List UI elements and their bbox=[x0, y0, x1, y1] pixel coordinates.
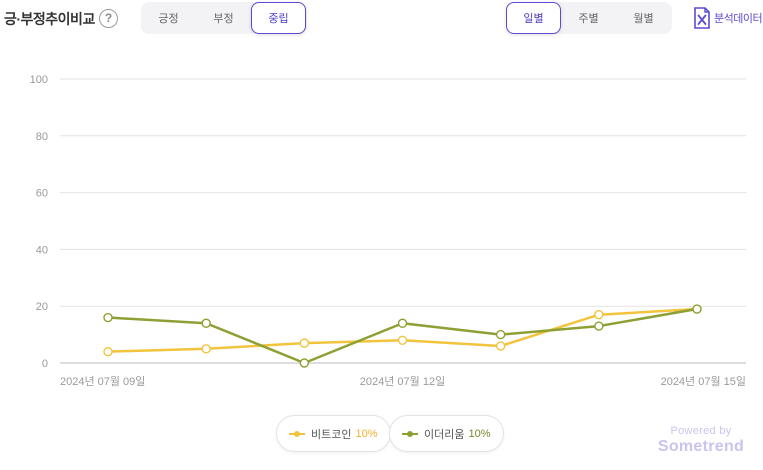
legend-label: 비트코인 bbox=[311, 428, 352, 441]
y-tick-label: 0 bbox=[42, 358, 48, 370]
sentiment-tabs: 긍정 부정 중립 bbox=[141, 2, 307, 34]
powered-by-text: Powered by bbox=[670, 425, 732, 437]
y-tick-label: 80 bbox=[36, 131, 48, 143]
legend-marker-ethereum bbox=[402, 430, 418, 437]
x-tick-label: 2024년 07월 15일 bbox=[661, 374, 746, 388]
legend-item-bitcoin[interactable]: 비트코인 10% bbox=[276, 415, 391, 452]
tab-negative[interactable]: 부정 bbox=[213, 13, 234, 25]
x-tick-label: 2024년 07월 09일 bbox=[60, 374, 145, 388]
legend-label: 이더리움 bbox=[424, 428, 465, 441]
legend-share: 10% bbox=[355, 427, 378, 440]
data-point-1-6 bbox=[692, 304, 702, 314]
data-point-1-4 bbox=[495, 329, 506, 340]
legend-marker-bitcoin bbox=[289, 430, 305, 437]
tab-daily[interactable]: 일별 bbox=[506, 2, 561, 34]
data-point-0-5 bbox=[594, 310, 604, 320]
legend-item-ethereum[interactable]: 이더리움 10% bbox=[389, 415, 504, 452]
data-point-1-1 bbox=[201, 318, 211, 328]
export-data-label: 분석데이터 bbox=[714, 13, 763, 25]
y-tick-label: 40 bbox=[36, 244, 48, 256]
period-tabs: 일별 주별 월별 bbox=[506, 2, 672, 34]
x-tick-label: 2024년 07월 12일 bbox=[360, 374, 445, 388]
tab-weekly[interactable]: 주별 bbox=[578, 13, 599, 25]
export-data-button[interactable]: 분석데이터 bbox=[693, 7, 763, 29]
excel-icon bbox=[694, 7, 710, 29]
chart-header: 긍·부정추이비교 ? 긍정 부정 중립 일별 주별 월별 분석데이터 bbox=[0, 0, 763, 40]
data-point-1-2 bbox=[299, 358, 310, 368]
tab-monthly[interactable]: 월별 bbox=[633, 13, 654, 25]
y-tick-label: 60 bbox=[36, 188, 48, 200]
tab-neutral[interactable]: 중립 bbox=[251, 2, 306, 34]
data-point-0-0 bbox=[103, 346, 113, 357]
page-title: 긍·부정추이비교 bbox=[4, 11, 95, 27]
data-point-0-1 bbox=[201, 344, 211, 354]
y-tick-label: 100 bbox=[30, 74, 48, 86]
line-chart: 0 20 40 60 80 100 2024년 07월 09일 2024년 07월 12일 20… bbox=[30, 74, 746, 388]
brand-name: Sometrend bbox=[657, 438, 745, 455]
legend-share: 10% bbox=[468, 427, 491, 440]
series-line-0 bbox=[106, 307, 699, 353]
tab-positive[interactable]: 긍정 bbox=[158, 13, 179, 25]
data-point-1-3 bbox=[397, 318, 408, 328]
help-icon[interactable]: ? bbox=[99, 9, 118, 28]
powered-by-logo: Powered by Sometrend bbox=[640, 425, 762, 456]
data-point-0-3 bbox=[397, 335, 408, 345]
data-point-1-0 bbox=[103, 312, 113, 323]
y-tick-label: 20 bbox=[36, 301, 48, 313]
data-point-0-4 bbox=[495, 341, 506, 351]
data-point-0-2 bbox=[299, 338, 310, 348]
data-point-1-5 bbox=[594, 321, 604, 331]
